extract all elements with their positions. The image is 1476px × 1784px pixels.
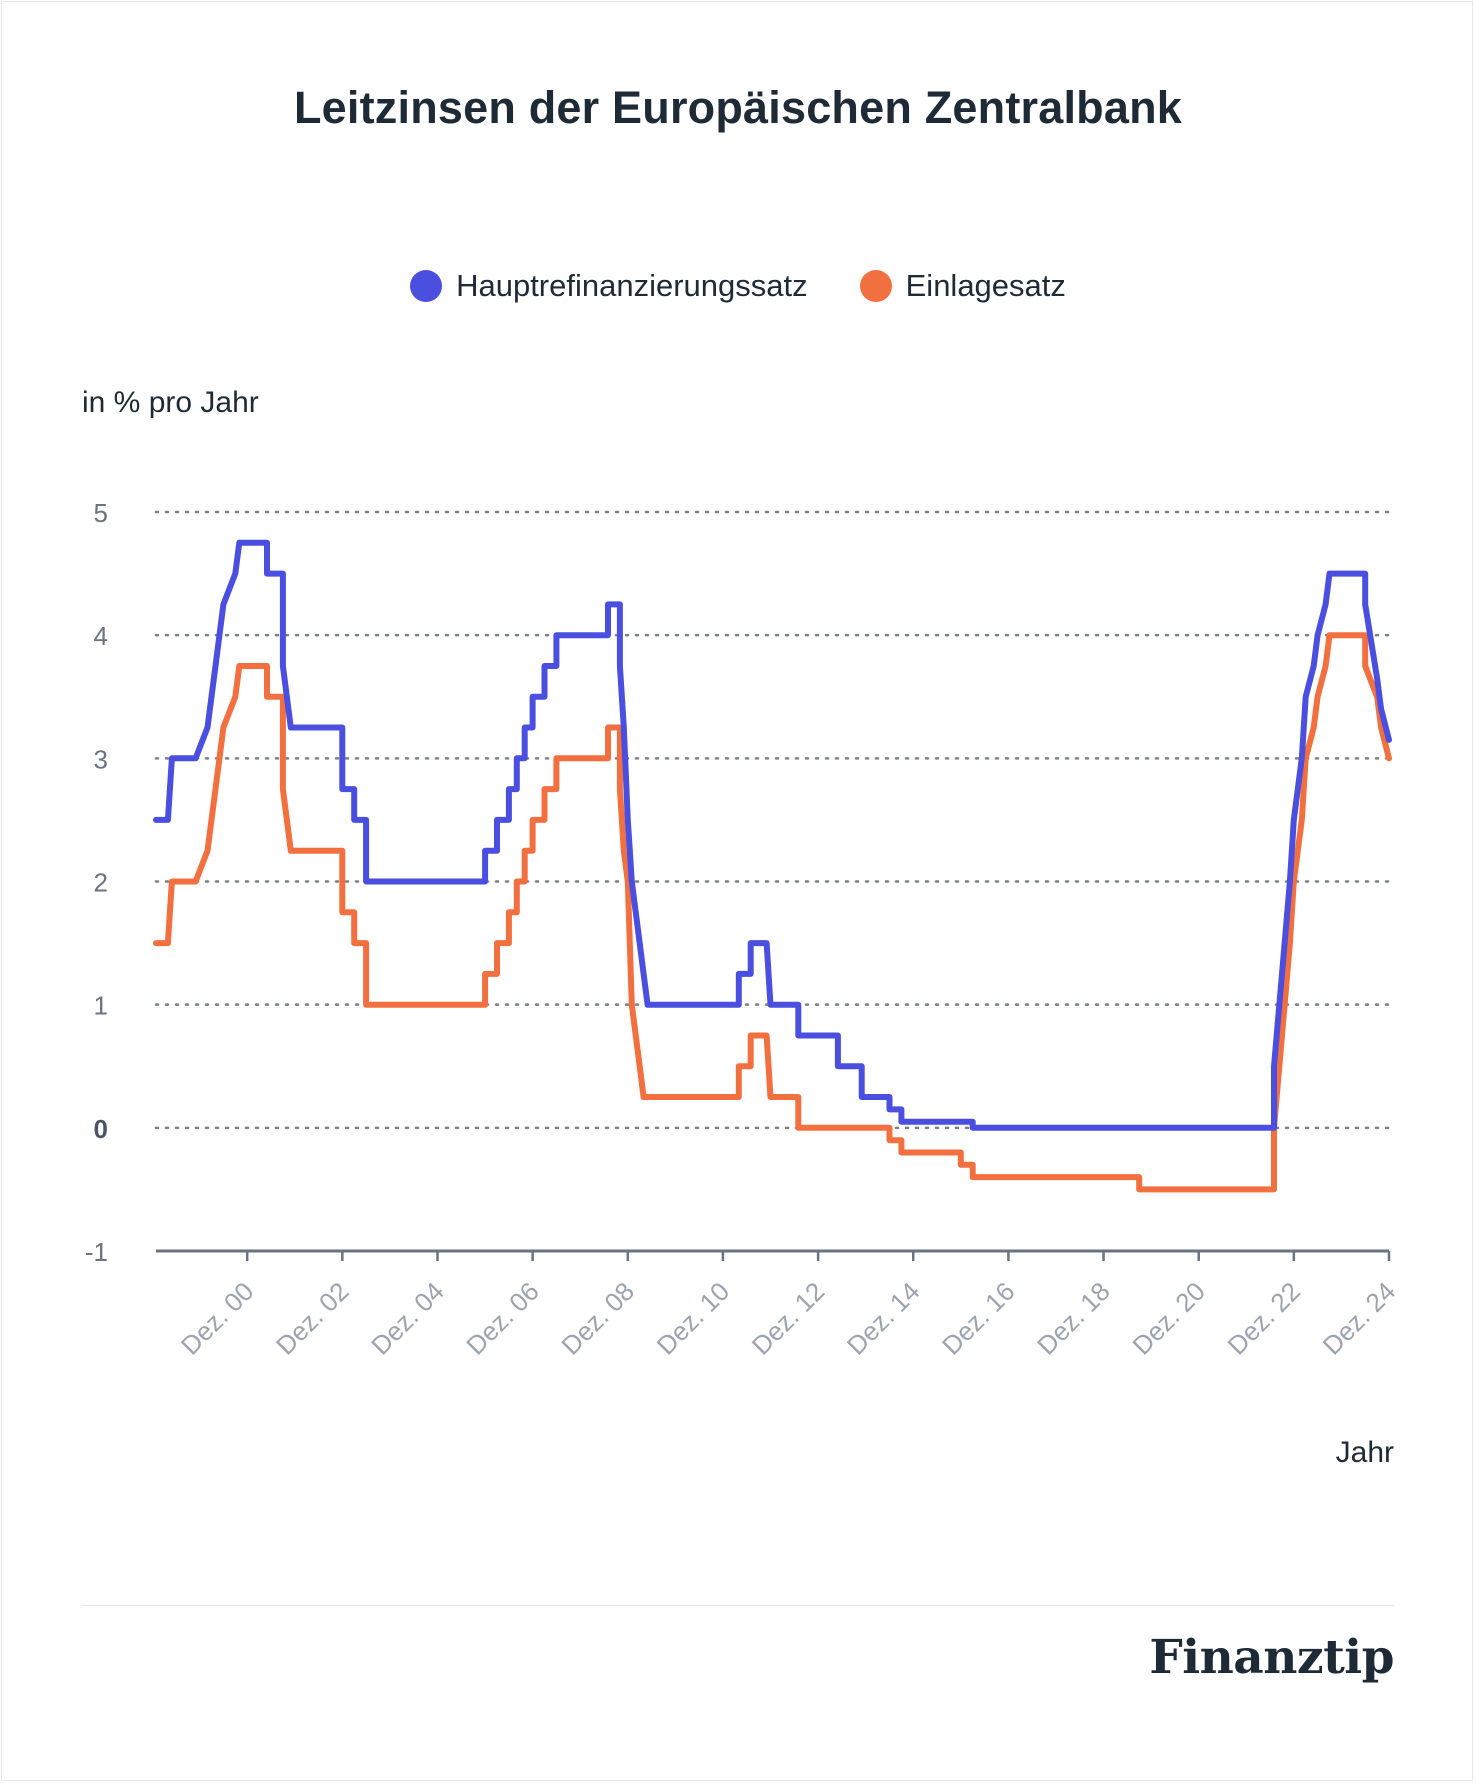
y-tick-label: 4 bbox=[94, 621, 108, 651]
x-tick-label: Dez. 02 bbox=[270, 1276, 355, 1361]
legend-label: Einlagesatz bbox=[905, 268, 1066, 303]
legend: Hauptrefinanzierungssatz Einlagesatz bbox=[0, 268, 1476, 304]
x-tick-label: Dez. 08 bbox=[555, 1276, 640, 1361]
y-tick-label: 3 bbox=[94, 744, 108, 774]
y-tick-label: 0 bbox=[94, 1114, 108, 1144]
y-tick-label: 5 bbox=[94, 498, 108, 528]
x-tick-label: Dez. 14 bbox=[841, 1276, 926, 1361]
x-tick-label: Dez. 20 bbox=[1126, 1276, 1211, 1361]
legend-marker-orange bbox=[859, 270, 892, 302]
legend-item-hauptrefinanzierungssatz[interactable]: Hauptrefinanzierungssatz bbox=[410, 268, 808, 304]
chart-title: Leitzinsen der Europäischen Zentralbank bbox=[293, 82, 1182, 133]
x-tick-label: Dez. 18 bbox=[1031, 1276, 1116, 1361]
x-tick-label: Dez. 10 bbox=[651, 1276, 736, 1361]
y-tick-label: 1 bbox=[94, 991, 108, 1021]
series-line-hauptrefinanzierungssatz bbox=[153, 539, 1392, 1131]
y-tick-label: -1 bbox=[85, 1237, 108, 1267]
x-tick-label: Dez. 24 bbox=[1317, 1276, 1402, 1361]
legend-item-einlagesatz[interactable]: Einlagesatz bbox=[859, 268, 1066, 304]
x-tick-label: Dez. 12 bbox=[746, 1276, 831, 1361]
y-axis-label: in % pro Jahr bbox=[82, 386, 259, 419]
x-tick-label: Dez. 22 bbox=[1222, 1276, 1307, 1361]
y-tick-label: 2 bbox=[94, 868, 108, 898]
footer-divider bbox=[82, 1605, 1394, 1606]
legend-marker-blue bbox=[410, 270, 443, 302]
x-tick-label: Dez. 06 bbox=[460, 1276, 545, 1361]
x-axis-label: Jahr bbox=[1335, 1436, 1394, 1469]
x-tick-label: Dez. 16 bbox=[936, 1276, 1021, 1361]
legend-label: Hauptrefinanzierungssatz bbox=[456, 268, 808, 303]
finanztip-logo: Finanztip bbox=[1149, 1630, 1394, 1685]
series-line-einlagesatz bbox=[153, 632, 1392, 1193]
x-tick-label: Dez. 04 bbox=[365, 1276, 450, 1361]
x-tick-label: Dez. 00 bbox=[175, 1276, 260, 1361]
